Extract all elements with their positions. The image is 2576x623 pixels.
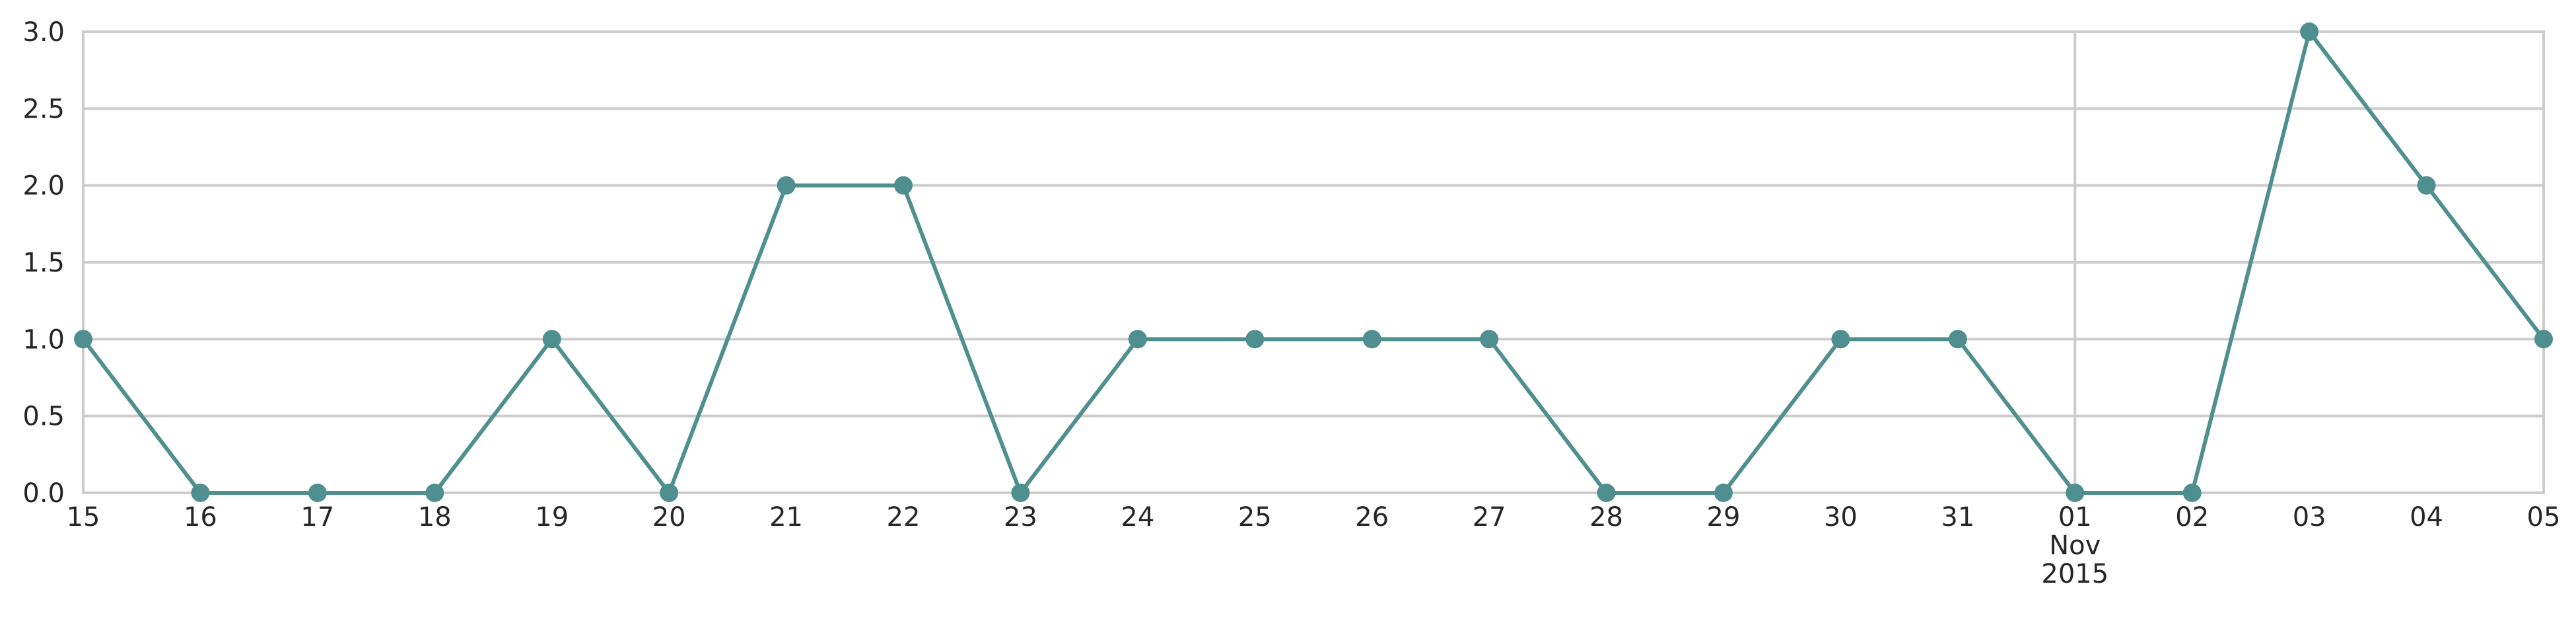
x-tick-label: 21: [769, 502, 803, 532]
y-tick-label: 2.5: [22, 94, 65, 124]
x-tick-label: 16: [184, 502, 217, 532]
data-point: [542, 330, 561, 349]
x-tick-label: 23: [1004, 502, 1037, 532]
x-tick-label: 15: [67, 502, 100, 532]
data-point: [2417, 176, 2436, 195]
data-point: [2066, 484, 2085, 502]
y-tick-label: 0.0: [22, 478, 65, 509]
data-point: [894, 176, 913, 195]
data-point: [1597, 484, 1616, 502]
series-layer: [74, 22, 2553, 502]
data-point: [308, 484, 327, 502]
data-point: [660, 484, 679, 502]
x-tick-label: 01 Nov 2015: [2041, 502, 2108, 589]
x-tick-label: 28: [1589, 502, 1623, 532]
data-point: [777, 176, 796, 195]
data-point: [1480, 330, 1499, 349]
x-tick-label: 24: [1121, 502, 1154, 532]
x-tick-label: 27: [1473, 502, 1506, 532]
data-point: [191, 484, 210, 502]
data-point: [1714, 484, 1733, 502]
x-tick-label: 30: [1824, 502, 1858, 532]
plot-area-frame: [82, 30, 2545, 494]
data-point: [425, 484, 444, 502]
data-point: [1948, 330, 1967, 349]
grid-layer: [83, 30, 2544, 494]
x-tick-label: 22: [887, 502, 921, 532]
y-tick-label: 1.5: [22, 248, 65, 278]
y-tick-label: 3.0: [22, 17, 65, 48]
x-tick-label: 19: [535, 502, 569, 532]
x-tick-label: 02: [2175, 502, 2209, 532]
data-point: [2182, 484, 2202, 502]
tick-layer: 0.0 0.5 1.0 1.5 2.0 2.5 3.0 15 16 17 18 19 20 21 22 23 2…: [22, 17, 2560, 589]
x-tick-label: 31: [1941, 502, 1974, 532]
x-tick-label: 05: [2527, 502, 2561, 532]
y-tick-label: 1.0: [22, 324, 65, 355]
data-point: [1011, 484, 1030, 502]
x-tick-label: 03: [2293, 502, 2326, 532]
x-tick-label: 20: [652, 502, 686, 532]
data-point: [2534, 330, 2553, 349]
data-point: [2300, 22, 2319, 41]
data-point: [1128, 330, 1147, 349]
y-tick-label: 2.0: [22, 171, 65, 202]
x-tick-label: 18: [418, 502, 452, 532]
axis-layer: [82, 30, 2545, 494]
data-point: [1362, 330, 1381, 349]
x-tick-label: 29: [1707, 502, 1741, 532]
data-point: [1245, 330, 1265, 349]
x-tick-label: 26: [1355, 502, 1389, 532]
x-tick-label: 25: [1238, 502, 1272, 532]
series-line: [81, 30, 2546, 495]
data-point: [74, 330, 92, 349]
x-tick-label: 04: [2410, 502, 2443, 532]
y-tick-label: 0.5: [22, 402, 65, 432]
data-point: [1831, 330, 1850, 349]
x-tick-label: 17: [300, 502, 334, 532]
